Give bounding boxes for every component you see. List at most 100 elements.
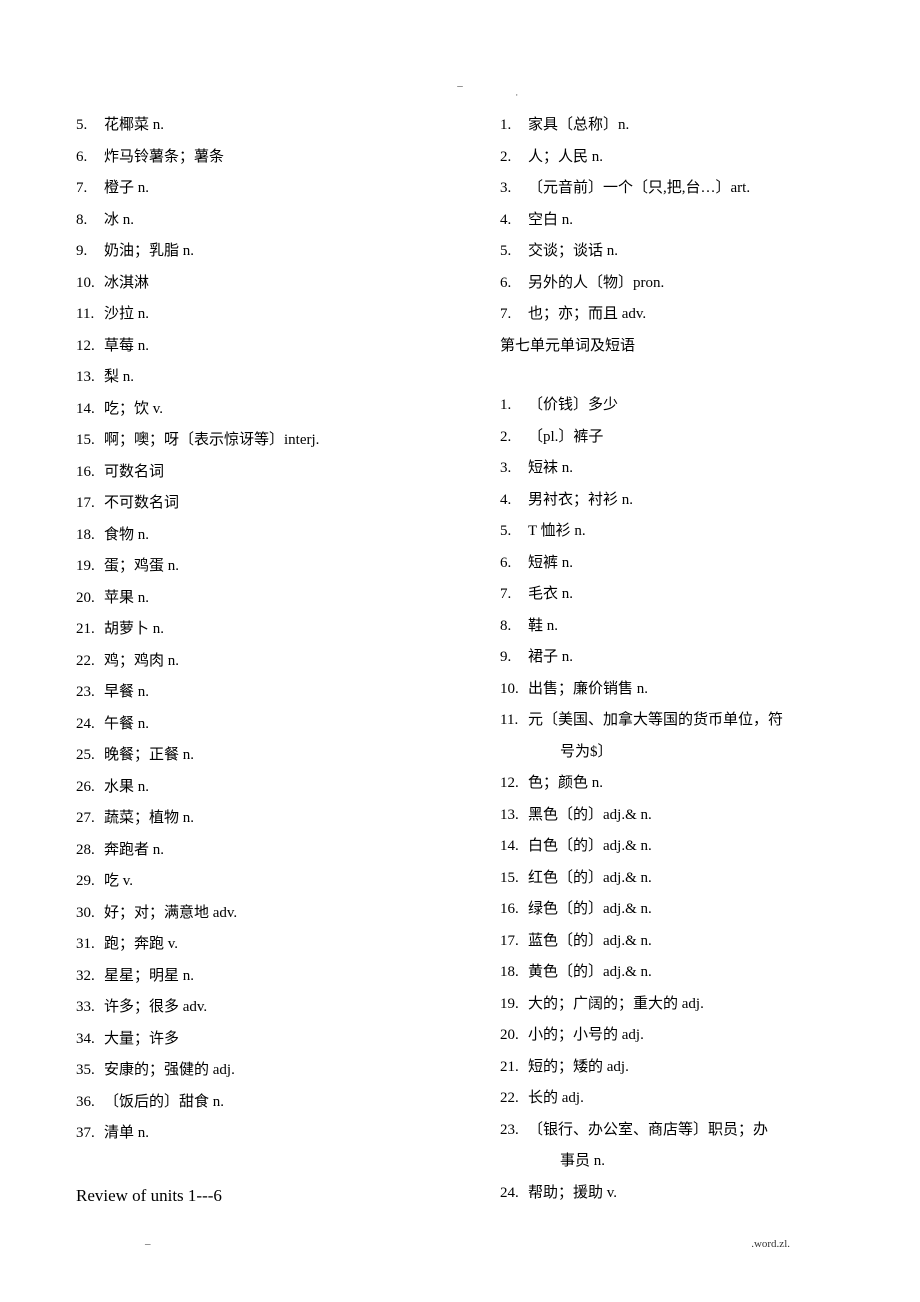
right-column: 1.家具〔总称〕n.2.人；人民 n.3.〔元音前〕一个〔只,把,台…〕art.…	[484, 110, 860, 1213]
item-text: 长的 adj.	[528, 1083, 860, 1115]
item-text: 短的；矮的 adj.	[528, 1052, 860, 1084]
item-number: 5.	[500, 236, 528, 268]
item-number: 13.	[76, 362, 104, 394]
item-number: 7.	[500, 299, 528, 331]
item-number: 12.	[500, 768, 528, 800]
item-text: 蓝色〔的〕adj.& n.	[528, 926, 860, 958]
list-item: 5.交谈；谈话 n.	[484, 236, 860, 268]
item-number: 27.	[76, 803, 104, 835]
item-text: 可数名词	[104, 457, 436, 489]
list-item: 6.另外的人〔物〕pron.	[484, 268, 860, 300]
item-number: 24.	[76, 709, 104, 741]
list-item: 22. 鸡；鸡肉 n.	[60, 646, 436, 678]
item-text: 号为$〕	[560, 737, 860, 769]
item-number: 37.	[76, 1118, 104, 1150]
item-number: 20.	[76, 583, 104, 615]
spacer	[484, 362, 860, 390]
list-item: 19.蛋；鸡蛋 n.	[60, 551, 436, 583]
list-item: 10.出售；廉价销售 n.	[484, 674, 860, 706]
item-text: 短裤 n.	[528, 548, 860, 580]
left-column: 5.花椰菜 n.6.炸马铃薯条；薯条7.橙子 n.8.冰 n.9. 奶油；乳脂 …	[60, 110, 436, 1213]
list-item: 5.花椰菜 n.	[60, 110, 436, 142]
list-item: 18.食物 n.	[60, 520, 436, 552]
item-number: 34.	[76, 1024, 104, 1056]
item-number: 18.	[76, 520, 104, 552]
item-text: 大的；广阔的；重大的 adj.	[528, 989, 860, 1021]
item-number: 5.	[76, 110, 104, 142]
list-item: 30. 好；对；满意地 adv.	[60, 898, 436, 930]
list-item: 16.绿色〔的〕adj.& n.	[484, 894, 860, 926]
item-number: 3.	[500, 453, 528, 485]
item-number: 24.	[500, 1178, 528, 1210]
item-text: 鸡；鸡肉 n.	[104, 646, 436, 678]
list-item: 号为$〕	[484, 737, 860, 769]
item-number: 4.	[500, 205, 528, 237]
item-number: 15.	[76, 425, 104, 457]
item-text: 鞋 n.	[528, 611, 860, 643]
item-number: 6.	[500, 268, 528, 300]
item-text: 吃；饮 v.	[104, 394, 436, 426]
item-number	[532, 737, 560, 769]
item-text: 午餐 n.	[104, 709, 436, 741]
list-item: 20.苹果 n.	[60, 583, 436, 615]
item-text: 水果 n.	[104, 772, 436, 804]
item-text: 小的；小号的 adj.	[528, 1020, 860, 1052]
item-text: 空白 n.	[528, 205, 860, 237]
item-text: 〔pl.〕裤子	[528, 422, 860, 454]
item-number: 33.	[76, 992, 104, 1024]
item-text: 吃 v.	[104, 866, 436, 898]
item-number: 3.	[500, 173, 528, 205]
item-text: 毛衣 n.	[528, 579, 860, 611]
list-item: 10.冰淇淋	[60, 268, 436, 300]
list-item: 27.蔬菜；植物 n.	[60, 803, 436, 835]
item-number: 18.	[500, 957, 528, 989]
item-number: 2.	[500, 142, 528, 174]
list-item: 9.裙子 n.	[484, 642, 860, 674]
item-number: 17.	[500, 926, 528, 958]
item-number: 22.	[500, 1083, 528, 1115]
list-item: 19.大的；广阔的；重大的 adj.	[484, 989, 860, 1021]
item-text: 〔价钱〕多少	[528, 390, 860, 422]
item-number: 29.	[76, 866, 104, 898]
item-number: 35.	[76, 1055, 104, 1087]
list-item: 7.毛衣 n.	[484, 579, 860, 611]
list-item: 35. 安康的；强健的 adj.	[60, 1055, 436, 1087]
item-number: 7.	[76, 173, 104, 205]
item-number: 8.	[500, 611, 528, 643]
list-item: 24.帮助；援助 v.	[484, 1178, 860, 1210]
item-number: 17.	[76, 488, 104, 520]
page-marker-top-right: ·	[515, 90, 518, 100]
item-number: 21.	[76, 614, 104, 646]
list-item: 4.男衬衣；衬衫 n.	[484, 485, 860, 517]
item-number: 23.	[76, 677, 104, 709]
item-text: 奶油；乳脂 n.	[104, 236, 436, 268]
item-text: 大量；许多	[104, 1024, 436, 1056]
item-text: 黑色〔的〕adj.& n.	[528, 800, 860, 832]
item-number: 1.	[500, 110, 528, 142]
item-number: 23.	[500, 1115, 528, 1147]
item-number: 8.	[76, 205, 104, 237]
item-text: 清单 n.	[104, 1118, 436, 1150]
item-text: 裙子 n.	[528, 642, 860, 674]
item-number: 12.	[76, 331, 104, 363]
item-text: 元〔美国、加拿大等国的货币单位，符	[528, 705, 860, 737]
list-item: 2.人；人民 n.	[484, 142, 860, 174]
item-text: 〔饭后的〕甜食 n.	[104, 1087, 436, 1119]
item-text: 黄色〔的〕adj.& n.	[528, 957, 860, 989]
item-number: 31.	[76, 929, 104, 961]
item-number: 7.	[500, 579, 528, 611]
item-number: 11.	[76, 299, 104, 331]
item-text: 安康的；强健的 adj.	[104, 1055, 436, 1087]
list-item: 34. 大量；许多	[60, 1024, 436, 1056]
list-item: 15. 啊；噢；呀〔表示惊讶等〕interj.	[60, 425, 436, 457]
list-item: 23. 〔银行、办公室、商店等〕职员；办	[484, 1115, 860, 1147]
item-number: 10.	[500, 674, 528, 706]
item-text: 事员 n.	[560, 1146, 860, 1178]
item-text: 绿色〔的〕adj.& n.	[528, 894, 860, 926]
list-item: 9. 奶油；乳脂 n.	[60, 236, 436, 268]
list-item: 20. 小的；小号的 adj.	[484, 1020, 860, 1052]
item-number: 9.	[76, 236, 104, 268]
item-number: 9.	[500, 642, 528, 674]
item-text: 帮助；援助 v.	[528, 1178, 860, 1210]
list-item: 22. 长的 adj.	[484, 1083, 860, 1115]
